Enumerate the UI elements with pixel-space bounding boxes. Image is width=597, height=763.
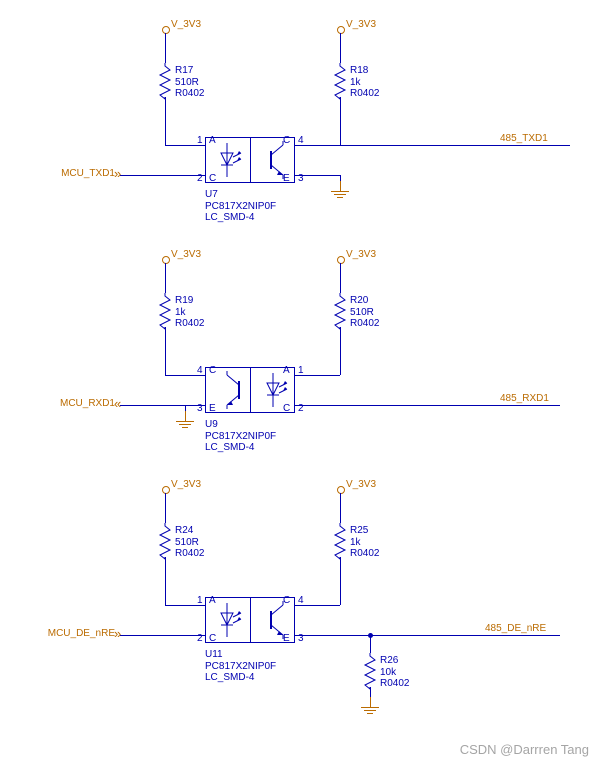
net-label: MCU_DE_nRE (20, 628, 115, 640)
wire (340, 269, 341, 293)
net-label: 485_DE_nRE (485, 623, 546, 635)
wire (295, 405, 340, 406)
label: R24510RR0402 (175, 525, 204, 560)
wire (370, 635, 371, 653)
wire (295, 375, 340, 376)
pin-letter: C (209, 173, 216, 185)
net-label: MCU_RXD1 (20, 398, 115, 410)
pin-letter: E (209, 403, 216, 415)
wire (165, 557, 166, 605)
power-circle-icon (162, 486, 170, 494)
wire (295, 635, 340, 636)
wire (165, 97, 166, 145)
wire (120, 405, 205, 406)
label: U11PC817X2NIP0FLC_SMD-4 (205, 649, 276, 684)
wire (295, 605, 340, 606)
wire (250, 597, 251, 643)
wire (334, 194, 346, 195)
wire (340, 499, 341, 523)
wire (179, 424, 191, 425)
power-circle-icon (337, 486, 345, 494)
port-arrow-icon: « (114, 397, 121, 412)
power-label: V_3V3 (346, 479, 376, 491)
wire (340, 97, 341, 145)
power-label: V_3V3 (346, 19, 376, 31)
wire (367, 713, 373, 714)
power-label: V_3V3 (346, 249, 376, 261)
pin-letter: A (209, 135, 216, 147)
wire (340, 181, 341, 191)
wire (340, 39, 341, 63)
wire (165, 499, 166, 523)
pin-letter: A (209, 595, 216, 607)
wire (182, 427, 188, 428)
watermark: CSDN @Darrren Tang (460, 742, 589, 757)
wire (165, 605, 205, 606)
wire (370, 697, 371, 707)
label: R191kR0402 (175, 295, 204, 330)
label: R17510RR0402 (175, 65, 204, 100)
wire (165, 375, 205, 376)
wire (250, 137, 251, 183)
net-label: MCU_TXD1 (20, 168, 115, 180)
label: R20510RR0402 (350, 295, 379, 330)
wire (176, 421, 194, 422)
wire (165, 145, 205, 146)
label: U7PC817X2NIP0FLC_SMD-4 (205, 189, 276, 224)
wire (165, 327, 166, 375)
power-circle-icon (162, 256, 170, 264)
wire (295, 175, 340, 176)
power-label: V_3V3 (171, 479, 201, 491)
power-label: V_3V3 (171, 249, 201, 261)
label: R181kR0402 (350, 65, 379, 100)
wire (340, 145, 560, 146)
wire (165, 39, 166, 63)
label: R2610kR0402 (380, 655, 409, 690)
wire (295, 145, 340, 146)
wire (337, 197, 343, 198)
wire (370, 687, 371, 697)
wire (340, 327, 341, 375)
power-circle-icon (337, 256, 345, 264)
wire (250, 367, 251, 413)
wire (340, 405, 560, 406)
wire (165, 269, 166, 293)
wire (185, 411, 186, 421)
net-label: 485_RXD1 (500, 393, 549, 405)
pin-letter: C (209, 365, 216, 377)
wire (120, 635, 205, 636)
port-arrow-icon: » (114, 167, 121, 182)
label: R251kR0402 (350, 525, 379, 560)
wire (331, 191, 349, 192)
wire (340, 557, 341, 605)
pin-letter: C (209, 633, 216, 645)
port-arrow-icon: » (114, 627, 121, 642)
power-circle-icon (162, 26, 170, 34)
wire (364, 710, 376, 711)
net-label: 485_TXD1 (500, 133, 548, 145)
label: U9PC817X2NIP0FLC_SMD-4 (205, 419, 276, 454)
wire (340, 635, 560, 636)
wire (361, 707, 379, 708)
wire (120, 175, 205, 176)
power-label: V_3V3 (171, 19, 201, 31)
power-circle-icon (337, 26, 345, 34)
